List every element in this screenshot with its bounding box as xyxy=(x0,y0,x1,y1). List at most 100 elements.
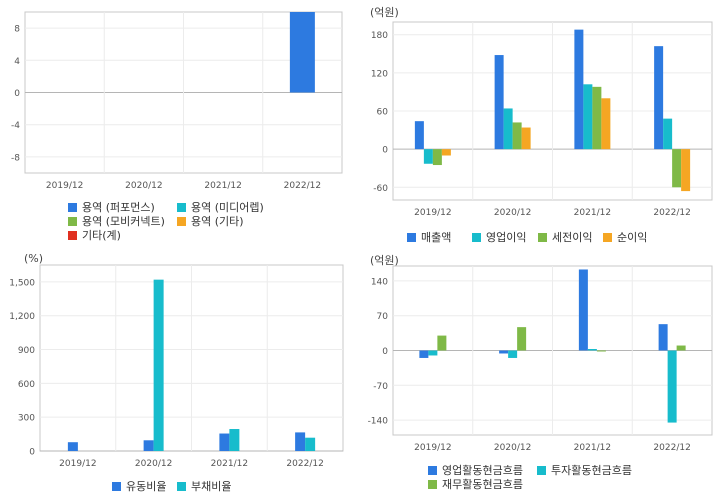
y-tick-label: 0 xyxy=(14,89,20,99)
bar[interactable] xyxy=(517,327,527,351)
bar[interactable] xyxy=(67,442,78,451)
legend-swatch xyxy=(428,465,437,475)
bar[interactable] xyxy=(494,55,504,150)
x-tick-label: 2021/12 xyxy=(204,181,241,191)
bar[interactable] xyxy=(654,46,664,150)
x-tick-label: 2019/12 xyxy=(59,459,96,469)
y-tick-label: 4 xyxy=(14,57,20,67)
bar[interactable] xyxy=(583,84,593,150)
legend-swatch xyxy=(177,481,186,491)
bar[interactable] xyxy=(503,108,513,150)
y-tick-label: 70 xyxy=(377,312,389,322)
bar[interactable] xyxy=(676,345,686,351)
y-tick-label: 60 xyxy=(377,108,389,118)
x-tick-label: 2020/12 xyxy=(494,208,531,218)
segment-revenue-legend: 용역 (퍼포먼스) 용역 (미디어렙) 용역 (모비커넥트) 용역 (기타) 기… xyxy=(0,0,360,248)
legend-label: 유동비율 xyxy=(126,480,167,493)
legend-item-mobiconnect[interactable]: 용역 (모비커넥트) xyxy=(68,213,165,229)
legend-item-operating-cf[interactable]: 영업활동현금흐름 xyxy=(428,462,523,478)
legend-label: 용역 (모비커넥트) xyxy=(82,215,165,228)
legend-label: 용역 (퍼포먼스) xyxy=(82,201,155,214)
legend-item-current-ratio[interactable]: 유동비율 xyxy=(112,478,166,494)
bar[interactable] xyxy=(592,86,602,150)
bar[interactable] xyxy=(432,149,442,166)
bar[interactable] xyxy=(596,350,606,352)
bar[interactable] xyxy=(587,349,597,351)
bar[interactable] xyxy=(667,350,677,423)
x-tick-label: 2020/12 xyxy=(135,459,172,469)
legend-item-investing-cf[interactable]: 투자활동현금흐름 xyxy=(537,462,632,478)
legend-swatch xyxy=(428,479,437,489)
bar[interactable] xyxy=(441,149,451,156)
income-legend: 매출액 영업이익 세전이익 순이익 xyxy=(360,0,720,248)
bar[interactable] xyxy=(289,12,315,93)
bar[interactable] xyxy=(672,149,682,188)
legend-swatch xyxy=(112,481,121,491)
legend-item-net-income[interactable]: 순이익 xyxy=(603,229,647,245)
legend-label: 투자활동현금흐름 xyxy=(551,464,632,477)
legend-item-debt-ratio[interactable]: 부채비율 xyxy=(177,478,231,494)
bar[interactable] xyxy=(512,122,522,150)
x-tick-label: 2021/12 xyxy=(211,459,248,469)
unit-label: (%) xyxy=(24,252,44,265)
y-tick-label: -140 xyxy=(368,417,389,427)
y-tick-label: 120 xyxy=(371,69,388,79)
legend-label: 재무활동현금흐름 xyxy=(442,478,523,491)
bar[interactable] xyxy=(601,98,611,150)
y-tick-label: -8 xyxy=(11,153,20,163)
bar[interactable] xyxy=(143,440,154,451)
bar[interactable] xyxy=(305,437,316,451)
y-tick-label: -60 xyxy=(373,184,388,194)
legend-item-operating-income[interactable]: 영업이익 xyxy=(472,229,526,245)
bar[interactable] xyxy=(423,149,433,164)
legend-item-revenue[interactable]: 매출액 xyxy=(407,229,451,245)
bar[interactable] xyxy=(658,324,668,351)
bar[interactable] xyxy=(414,121,424,150)
y-tick-label: 180 xyxy=(371,31,388,41)
y-tick-label: 1,200 xyxy=(9,312,35,322)
bar[interactable] xyxy=(295,432,306,451)
x-tick-label: 2020/12 xyxy=(125,181,162,191)
legend-label: 순이익 xyxy=(617,231,648,244)
legend-swatch xyxy=(603,232,612,242)
bar[interactable] xyxy=(508,350,518,358)
legend-item-other-total[interactable]: 기타(계) xyxy=(68,227,121,243)
bar[interactable] xyxy=(419,350,429,358)
x-tick-label: 2019/12 xyxy=(46,181,83,191)
bar[interactable] xyxy=(578,269,588,351)
x-tick-label: 2022/12 xyxy=(653,443,690,453)
bar[interactable] xyxy=(521,127,531,150)
y-tick-label: 1,500 xyxy=(9,278,35,288)
legend-label: 용역 (미디어렙) xyxy=(191,201,264,214)
legend-label: 부채비율 xyxy=(191,480,232,493)
bar[interactable] xyxy=(428,350,438,356)
x-tick-label: 2022/12 xyxy=(284,181,321,191)
y-tick-label: 8 xyxy=(14,25,20,35)
bar[interactable] xyxy=(437,335,447,351)
y-tick-label: -70 xyxy=(373,382,388,392)
bar[interactable] xyxy=(153,279,164,451)
bar[interactable] xyxy=(681,149,691,192)
legend-swatch xyxy=(538,232,547,242)
y-tick-label: 0 xyxy=(29,448,35,458)
legend-item-pretax-income[interactable]: 세전이익 xyxy=(538,229,592,245)
unit-label: (억원) xyxy=(370,6,399,19)
bar[interactable] xyxy=(574,29,584,150)
bar[interactable] xyxy=(219,433,230,451)
legend-swatch xyxy=(68,216,77,226)
legend-swatch xyxy=(407,232,416,242)
bar[interactable] xyxy=(229,429,240,451)
legend-item-financing-cf[interactable]: 재무활동현금흐름 xyxy=(428,476,523,492)
ratio-chart-panel: (%) 1,500 1,200 900 600 300 0 2019/12 2020/12 20… xyxy=(0,248,360,496)
cashflow-chart-panel: (억원) 140 70 0 -70 -140 2019/12 2020/12 2021/12 2… xyxy=(360,248,720,496)
legend-item-media-rep[interactable]: 용역 (미디어렙) xyxy=(177,199,264,215)
unit-label: (억원) xyxy=(370,254,399,267)
legend-label: 용역 (기타) xyxy=(191,215,244,228)
bar[interactable] xyxy=(663,118,673,150)
x-tick-label: 2020/12 xyxy=(494,443,531,453)
legend-label: 영업활동현금흐름 xyxy=(442,464,523,477)
legend-item-performance[interactable]: 용역 (퍼포먼스) xyxy=(68,199,155,215)
bar[interactable] xyxy=(499,350,509,354)
y-tick-label: 140 xyxy=(371,277,388,287)
legend-item-other-service[interactable]: 용역 (기타) xyxy=(177,213,244,229)
